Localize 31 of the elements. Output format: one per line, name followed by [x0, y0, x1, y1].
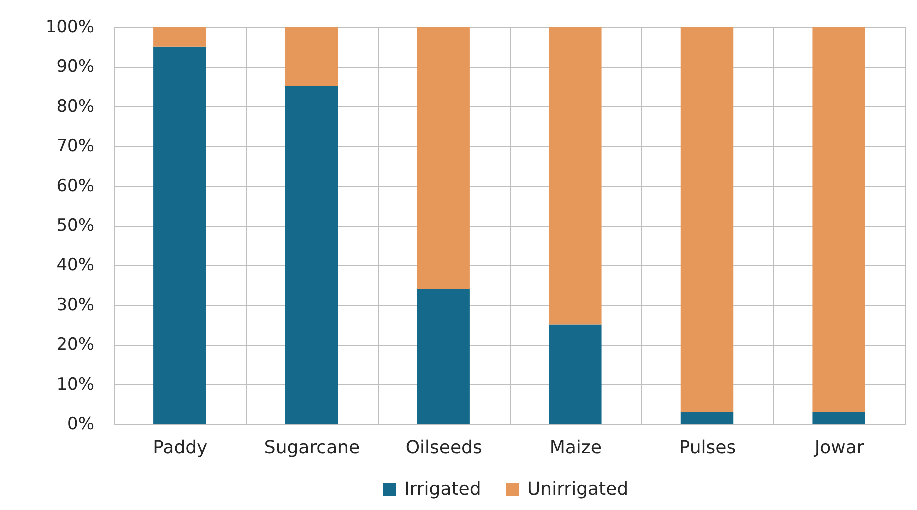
- y-tick-label: 90%: [56, 57, 94, 78]
- bar: [680, 27, 734, 412]
- y-tick-label: 70%: [56, 136, 94, 157]
- y-tick-label: 0%: [68, 414, 94, 434]
- bar: [549, 27, 602, 325]
- y-tick-label: 100%: [46, 18, 94, 38]
- bar: [417, 289, 470, 424]
- bar: [812, 27, 866, 412]
- x-tick-label: Jowar: [814, 438, 865, 458]
- x-tick-label: Paddy: [153, 438, 208, 458]
- y-tick-label: 80%: [56, 96, 94, 117]
- legend-label: Irrigated: [404, 479, 482, 500]
- bar: [285, 27, 338, 87]
- bar: [154, 46, 206, 424]
- y-tick-label: 20%: [56, 335, 94, 356]
- y-tick-label: 40%: [56, 256, 94, 276]
- y-tick-label: 50%: [56, 216, 94, 236]
- bar: [680, 412, 734, 424]
- x-tick-label: Sugarcane: [264, 438, 360, 458]
- legend-label: Unirrigated: [528, 479, 629, 500]
- y-tick-label: 10%: [56, 374, 94, 395]
- bar: [549, 324, 602, 424]
- bar: [812, 412, 866, 424]
- x-tick-label: Maize: [550, 438, 602, 458]
- bar: [285, 86, 338, 424]
- y-tick-label: 60%: [56, 176, 94, 196]
- y-tick-label: 30%: [56, 295, 94, 316]
- bar: [417, 27, 470, 290]
- bar: [154, 27, 206, 47]
- x-tick-label: Oilseeds: [406, 438, 482, 458]
- x-tick-label: Pulses: [679, 438, 736, 458]
